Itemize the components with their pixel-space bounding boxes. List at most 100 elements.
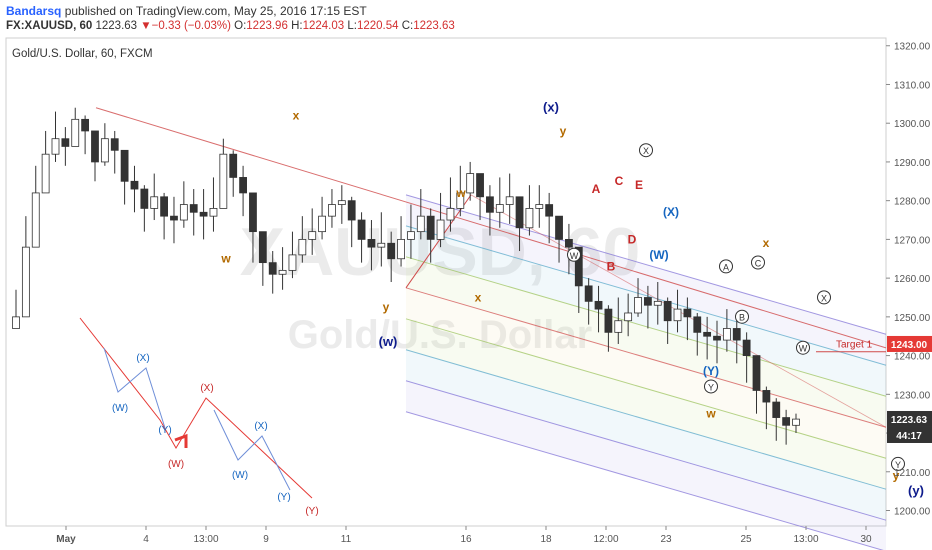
candle-body	[31, 192, 40, 248]
candle-body	[742, 339, 751, 356]
candle-body	[555, 215, 563, 240]
y-tick-label: 1280.00	[894, 197, 931, 208]
candle-body	[407, 231, 415, 240]
wave-sketch[interactable]: (X) (W) (Y) (W) (X) (X) (W) (Y) (Y)	[79, 317, 319, 517]
pitchfork-line	[405, 349, 887, 490]
candle-body	[61, 138, 70, 147]
pitchfork-line	[405, 287, 887, 428]
pitchfork-channel[interactable]	[405, 194, 887, 550]
target-label: Target 1	[836, 340, 873, 351]
pitchfork-band	[406, 256, 886, 428]
wave-label: x	[293, 108, 300, 122]
sketch-label: (Y)	[305, 506, 318, 517]
x-tick-label: 4	[143, 534, 149, 545]
symbol-label[interactable]: FX:XAUUSD, 60	[6, 20, 93, 32]
x-tick-label: 30	[860, 534, 872, 545]
candle-body	[436, 219, 445, 240]
price-axis[interactable]: 1320.00 1310.00 1300.00 1290.00 1280.00 1270.…	[886, 42, 932, 518]
candle-body	[288, 254, 297, 271]
candle-body	[140, 188, 149, 209]
candle-body	[574, 246, 583, 287]
chart-header: Bandarsq published on TradingView.com, M…	[0, 0, 932, 36]
candle-body	[594, 300, 603, 310]
pitchfork-band	[406, 225, 886, 397]
pitchfork-line	[405, 380, 887, 521]
watermark-name: Gold/U.S. Dollar	[288, 313, 592, 357]
candle-body	[584, 285, 593, 302]
wave-label: (X)	[663, 205, 679, 219]
circled-label: Y	[895, 460, 901, 470]
candle-body	[21, 246, 30, 318]
circled-label: A	[723, 262, 729, 272]
candle-body	[663, 300, 672, 322]
candle-body	[229, 153, 238, 178]
wave-label: w	[455, 186, 466, 200]
sketch-label: (X)	[254, 421, 267, 432]
wave-label: (w)	[379, 334, 398, 349]
sketch-label: (W)	[232, 470, 248, 481]
candle-body	[318, 215, 326, 233]
sketch-label: (Y)	[158, 425, 171, 436]
published-text: published on TradingView.com, May 25, 20…	[64, 4, 367, 18]
x-tick-label: 13:00	[793, 534, 818, 545]
last-price-tag-bg	[887, 410, 932, 427]
y-tick-label: 1290.00	[894, 158, 931, 169]
candle-body	[525, 208, 534, 229]
candle-body	[258, 231, 267, 264]
wave-label: A	[592, 182, 601, 196]
candle-body	[308, 231, 317, 240]
wave-label: w	[705, 407, 716, 421]
candle-body	[762, 390, 771, 403]
candle-body	[219, 153, 228, 209]
candle-body	[268, 262, 277, 275]
candle-body	[51, 138, 60, 155]
candle-body	[476, 173, 484, 198]
pitchfork-band	[406, 194, 886, 366]
candle-body	[426, 215, 435, 240]
sketch-hook	[174, 433, 188, 448]
candle-body	[209, 208, 218, 217]
candle-body	[703, 331, 712, 337]
wave-label: x	[763, 236, 770, 250]
candle-body	[249, 192, 257, 233]
y-tick-label: 1310.00	[894, 80, 931, 91]
circled-label-ring	[817, 290, 831, 305]
sketch-label: (W)	[112, 403, 128, 414]
downtrend-line[interactable]: Target 1	[95, 107, 887, 353]
candle-body	[446, 208, 455, 221]
x-tick-label: May	[56, 534, 76, 545]
author-link[interactable]: Bandarsq	[6, 4, 62, 18]
y-tick-label: 1210.00	[894, 468, 931, 479]
wave-label: D	[628, 232, 637, 246]
wave-label: (y)	[908, 483, 924, 498]
candle-body	[456, 192, 465, 209]
wave-label: (W)	[649, 248, 668, 262]
wave-label: y	[383, 300, 390, 314]
candle-body	[535, 204, 544, 209]
sketch-label: (W)	[168, 459, 184, 470]
candle-body	[713, 335, 721, 341]
y-tick-label: 1320.00	[894, 42, 931, 53]
wave-label: (x)	[543, 100, 559, 115]
y-tick-label: 1240.00	[894, 352, 931, 363]
close-value: 1223.63	[413, 20, 455, 32]
close-label: C:	[401, 20, 414, 32]
wave-label: y	[560, 124, 567, 138]
candle-body	[367, 238, 376, 248]
open-value: 1223.96	[246, 20, 288, 32]
time-axis[interactable]: May 4 13:00 9 11 16 18 12:00 23 25 13:00 30	[56, 526, 872, 545]
quote-line: FX:XAUUSD, 60 1223.63 ▼−0.33 (−0.03%) O:…	[6, 20, 455, 32]
circled-label-ring	[796, 340, 810, 355]
circled-label-ring	[567, 247, 581, 262]
circled-label: W	[799, 344, 808, 354]
y-tick-label: 1270.00	[894, 235, 931, 246]
x-tick-label: 12:00	[593, 534, 618, 545]
sketch-label: (X)	[136, 353, 149, 364]
candle-body	[792, 418, 800, 426]
countdown-tag-bg	[887, 426, 932, 443]
candle-body	[150, 196, 159, 209]
candle-body	[328, 204, 336, 217]
candle-body	[130, 180, 139, 190]
